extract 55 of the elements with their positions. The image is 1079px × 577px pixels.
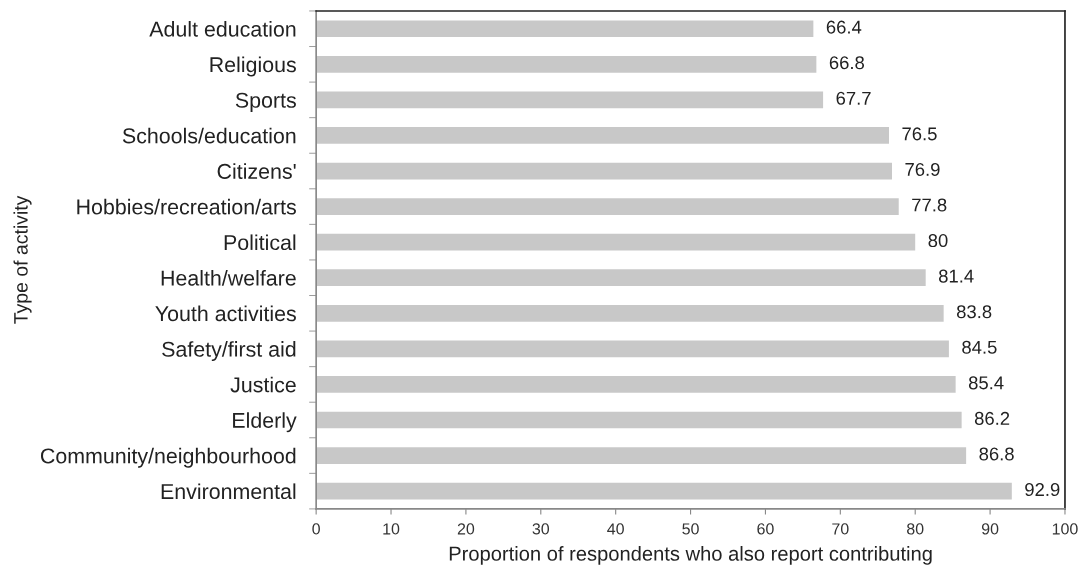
y-tick-label: Adult education — [149, 21, 296, 37]
y-tick-label: Community/neighbourhood — [40, 447, 296, 468]
bar — [316, 198, 899, 215]
data-label: 66.8 — [829, 56, 865, 70]
x-tick-label: 30 — [532, 523, 550, 535]
bar — [316, 91, 824, 109]
data-label: 86.2 — [974, 411, 1010, 425]
data-label: 85.4 — [968, 376, 1004, 390]
y-tick-label: Safety/first aid — [162, 341, 296, 362]
y-tick-label: Schools/education — [122, 127, 296, 144]
x-tick-label: 70 — [832, 523, 849, 535]
data-label: 80 — [928, 234, 948, 248]
bar — [316, 55, 817, 73]
y-tick-label: Religious — [210, 56, 296, 77]
y-tick-label: Elderly — [233, 412, 297, 433]
y-tick-label: Political — [224, 234, 296, 251]
x-tick-label: 50 — [682, 523, 699, 535]
x-tick-label: 0 — [312, 523, 320, 535]
x-tick-label: 100 — [1052, 523, 1078, 535]
x-tick-label: 40 — [607, 523, 624, 535]
data-label: 86.8 — [979, 447, 1014, 461]
bar — [316, 411, 962, 429]
data-label: 77.8 — [912, 198, 947, 212]
x-tick-label: 90 — [981, 523, 999, 535]
data-label: 84.5 — [962, 340, 997, 354]
data-label: 83.8 — [956, 305, 992, 319]
bar — [316, 20, 814, 38]
y-tick-label: Health/welfare — [161, 269, 296, 286]
bar — [316, 162, 892, 180]
bar — [316, 482, 1012, 500]
bar — [316, 340, 949, 358]
bar — [316, 376, 956, 393]
y-tick-label: Citizens' — [217, 163, 296, 179]
x-tick-label: 80 — [907, 523, 924, 535]
bar — [316, 304, 944, 322]
y-tick-label: Sports — [235, 92, 296, 113]
y-axis-title: Type of activity — [13, 195, 32, 324]
bar — [316, 127, 889, 144]
y-tick-label: Youth activities — [155, 305, 296, 322]
data-label: 67.7 — [836, 91, 871, 105]
data-label: 81.4 — [938, 269, 974, 283]
y-tick-label: Justice — [230, 376, 296, 393]
data-label: 92.9 — [1025, 483, 1060, 497]
x-tick-label: 10 — [383, 523, 400, 535]
y-tick-label: Environmental — [161, 483, 296, 500]
x-tick-label: 60 — [757, 523, 774, 535]
data-label: 76.9 — [905, 162, 940, 176]
x-axis-title: Proportion of respondents who also report contributing — [449, 546, 932, 565]
x-tick-label: 20 — [457, 523, 475, 535]
y-tick-label: Hobbies/recreation/arts — [77, 198, 296, 215]
data-label: 66.4 — [826, 20, 862, 34]
bar — [316, 269, 926, 287]
bar — [316, 233, 916, 251]
bar — [316, 447, 967, 464]
data-label: 76.5 — [902, 127, 937, 141]
